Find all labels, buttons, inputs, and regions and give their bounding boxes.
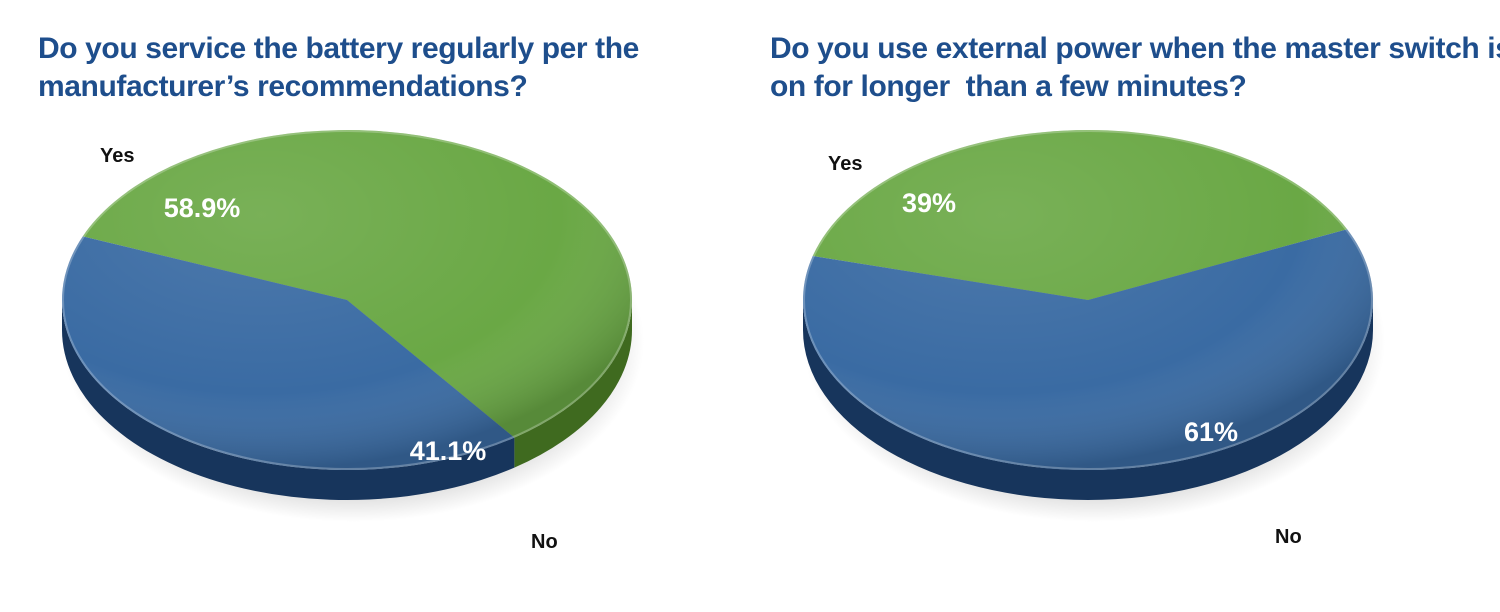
pie-chart-external-power: Do you use external power when the maste…	[745, 0, 1500, 612]
pie-edge-highlight	[803, 130, 1373, 470]
pie-rim-no	[62, 300, 515, 501]
slice-value-label-no: 61%	[1184, 417, 1238, 447]
slice-name-label-no: No	[531, 531, 558, 553]
pie-edge-highlight	[62, 130, 632, 470]
chart-title: Do you use external power when the maste…	[770, 32, 1500, 103]
slice-name-label-no: No	[1275, 526, 1302, 548]
pie-rim-no	[803, 300, 1373, 500]
pie-rim-yes	[514, 300, 632, 468]
slice-value-label-yes: 58.9%	[164, 193, 241, 223]
pie-chart-battery-service: Do you service the battery regularly per…	[0, 0, 720, 612]
slice-name-label-yes: Yes	[100, 145, 134, 167]
pie-chart-svg: Yes 39% No 61%	[803, 130, 1385, 548]
slice-name-label-yes: Yes	[828, 153, 862, 175]
slice-value-label-yes: 39%	[902, 188, 956, 218]
slice-value-label-no: 41.1%	[410, 436, 487, 466]
pie-chart-svg: Yes 58.9% No 41.1%	[62, 129, 644, 553]
pie-shine	[62, 130, 632, 470]
chart-title: Do you service the battery regularly per…	[38, 32, 639, 103]
pie-shine	[803, 130, 1373, 470]
